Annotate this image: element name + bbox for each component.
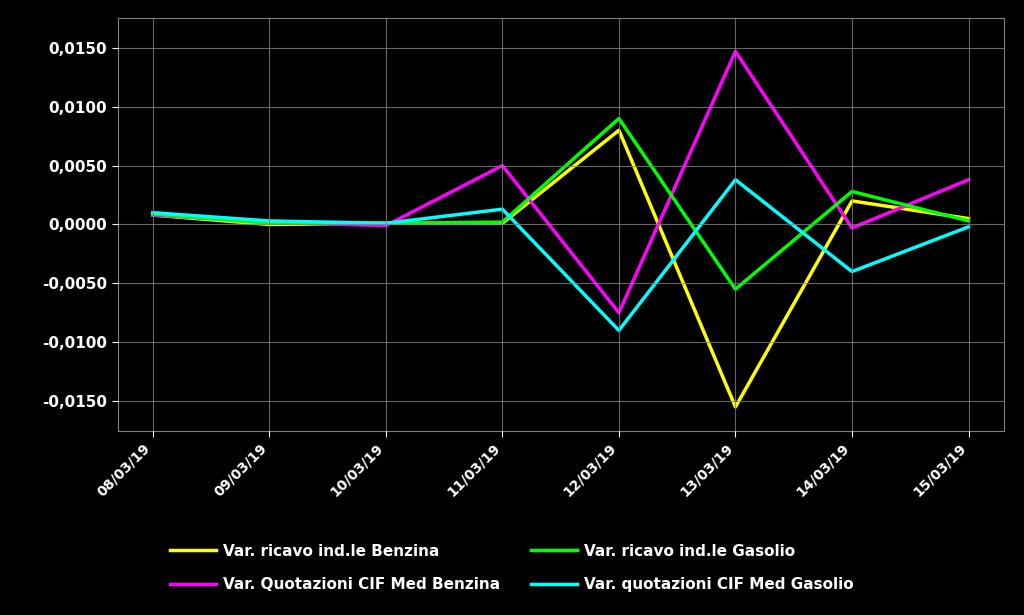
Var. quotazioni CIF Med Gasolio xyxy=(729,176,741,183)
Var. Quotazioni CIF Med Benzina xyxy=(729,48,741,55)
Line: Var. ricavo ind.le Benzina: Var. ricavo ind.le Benzina xyxy=(153,130,969,407)
Var. ricavo ind.le Benzina xyxy=(263,221,275,228)
Var. ricavo ind.le Benzina xyxy=(146,212,159,219)
Var. quotazioni CIF Med Gasolio xyxy=(497,205,509,213)
Var. quotazioni CIF Med Gasolio xyxy=(146,209,159,216)
Var. quotazioni CIF Med Gasolio xyxy=(846,268,858,276)
Var. Quotazioni CIF Med Benzina xyxy=(380,222,392,229)
Var. ricavo ind.le Gasolio xyxy=(497,218,509,226)
Var. quotazioni CIF Med Gasolio xyxy=(963,223,975,231)
Var. ricavo ind.le Benzina xyxy=(380,220,392,227)
Var. quotazioni CIF Med Gasolio xyxy=(263,217,275,224)
Legend: Var. ricavo ind.le Benzina, Var. Quotazioni CIF Med Benzina, Var. ricavo ind.le : Var. ricavo ind.le Benzina, Var. Quotazi… xyxy=(155,528,869,608)
Line: Var. ricavo ind.le Gasolio: Var. ricavo ind.le Gasolio xyxy=(153,119,969,289)
Line: Var. quotazioni CIF Med Gasolio: Var. quotazioni CIF Med Gasolio xyxy=(153,180,969,330)
Var. ricavo ind.le Gasolio xyxy=(380,220,392,227)
Var. ricavo ind.le Gasolio xyxy=(846,188,858,195)
Var. ricavo ind.le Benzina xyxy=(963,215,975,222)
Var. Quotazioni CIF Med Benzina xyxy=(146,212,159,219)
Var. Quotazioni CIF Med Benzina xyxy=(497,162,509,169)
Line: Var. Quotazioni CIF Med Benzina: Var. Quotazioni CIF Med Benzina xyxy=(153,52,969,313)
Var. Quotazioni CIF Med Benzina xyxy=(612,309,625,317)
Var. ricavo ind.le Benzina xyxy=(612,127,625,134)
Var. Quotazioni CIF Med Benzina xyxy=(263,218,275,226)
Var. ricavo ind.le Gasolio xyxy=(963,217,975,224)
Var. ricavo ind.le Gasolio xyxy=(612,115,625,122)
Var. ricavo ind.le Gasolio xyxy=(263,220,275,227)
Var. ricavo ind.le Gasolio xyxy=(146,210,159,218)
Var. ricavo ind.le Benzina xyxy=(846,197,858,205)
Var. ricavo ind.le Benzina xyxy=(729,403,741,411)
Var. quotazioni CIF Med Gasolio xyxy=(380,220,392,227)
Var. Quotazioni CIF Med Benzina xyxy=(963,176,975,183)
Var. ricavo ind.le Benzina xyxy=(497,220,509,227)
Var. quotazioni CIF Med Gasolio xyxy=(612,327,625,334)
Var. ricavo ind.le Gasolio xyxy=(729,285,741,293)
Var. Quotazioni CIF Med Benzina xyxy=(846,224,858,232)
